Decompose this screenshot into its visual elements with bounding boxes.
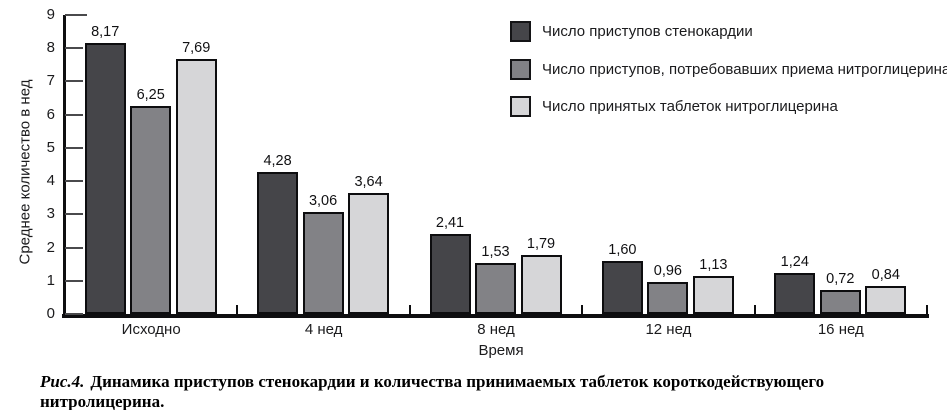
y-tick-6 bbox=[65, 113, 83, 116]
category-label-2: 4 нед bbox=[304, 321, 343, 338]
bar-value-series3-group2: 3,64 bbox=[354, 174, 383, 191]
x-axis-line bbox=[62, 314, 929, 318]
y-tick-4 bbox=[65, 180, 83, 183]
bar-value-series2-group1: 6,25 bbox=[136, 87, 165, 104]
y-tick-5 bbox=[65, 146, 83, 149]
x-axis-title: Время bbox=[478, 342, 524, 359]
legend-label-tablets: Число принятых таблеток нитроглицерина bbox=[542, 98, 838, 115]
y-tick-0 bbox=[65, 313, 83, 315]
y-tick-label-2: 2 bbox=[46, 238, 55, 256]
category-label-4: 12 нед bbox=[645, 321, 692, 338]
legend-item-attacks-nitro: Число приступов, потребовавших приема ни… bbox=[510, 58, 947, 80]
y-tick-8 bbox=[65, 47, 83, 50]
y-tick-9 bbox=[65, 14, 87, 16]
legend-label-attacks: Число приступов стенокардии bbox=[542, 23, 753, 40]
bar-value-series2-group2: 3,06 bbox=[308, 193, 338, 210]
bar-series2-group2 bbox=[302, 212, 344, 314]
category-label-1: Исходно bbox=[121, 321, 181, 338]
bar-series3-group3 bbox=[520, 254, 562, 314]
y-tick-label-8: 8 bbox=[46, 39, 55, 57]
legend-swatch-medium bbox=[510, 58, 531, 80]
category-label-3: 8 нед bbox=[477, 321, 515, 338]
x-boundary-tick-5 bbox=[926, 305, 928, 314]
bar-value-series1-group5: 1,24 bbox=[780, 253, 809, 270]
bar-series3-group5 bbox=[865, 286, 907, 314]
legend: Число приступов стенокардии Число присту… bbox=[510, 21, 947, 134]
y-tick-label-4: 4 bbox=[46, 172, 55, 190]
bar-series1-group4 bbox=[601, 260, 643, 314]
y-tick-7 bbox=[65, 80, 83, 83]
y-tick-1 bbox=[65, 279, 83, 282]
bar-value-series2-group4: 0,96 bbox=[653, 263, 682, 280]
legend-label-attacks-nitro: Число приступов, потребовавших приема ни… bbox=[542, 60, 947, 78]
y-tick-label-5: 5 bbox=[46, 138, 55, 156]
bar-series2-group3 bbox=[475, 263, 516, 314]
y-tick-label-9: 9 bbox=[46, 6, 55, 23]
bar-series2-group1 bbox=[130, 106, 172, 314]
figure-caption: Рис.4. Динамика приступов стенокардии и к… bbox=[40, 372, 940, 410]
bar-value-series1-group1: 8,17 bbox=[91, 23, 120, 40]
y-tick-label-1: 1 bbox=[46, 271, 55, 289]
bar-value-series3-group3: 1,79 bbox=[526, 235, 556, 252]
bar-value-series3-group4: 1,13 bbox=[699, 257, 728, 274]
bar-series1-group2 bbox=[257, 171, 299, 314]
legend-item-tablets: Число принятых таблеток нитроглицерина bbox=[510, 96, 947, 117]
y-tick-2 bbox=[65, 246, 83, 249]
category-label-5: 16 нед bbox=[817, 321, 864, 338]
x-boundary-tick-1 bbox=[236, 305, 239, 314]
bar-value-series1-group2: 4,28 bbox=[263, 152, 292, 169]
y-axis-line bbox=[63, 15, 66, 318]
legend-swatch-dark bbox=[510, 21, 531, 42]
bar-series3-group1 bbox=[175, 58, 217, 314]
x-boundary-tick-4 bbox=[753, 305, 756, 314]
bar-series1-group1 bbox=[84, 42, 126, 314]
caption-number: Рис.4. bbox=[40, 372, 85, 391]
bar-series3-group2 bbox=[348, 193, 390, 314]
bar-series1-group5 bbox=[774, 272, 816, 314]
legend-item-attacks: Число приступов стенокардии bbox=[510, 21, 947, 42]
bar-series3-group4 bbox=[692, 276, 734, 314]
bar-value-series2-group5: 0,72 bbox=[826, 271, 855, 288]
x-boundary-tick-3 bbox=[581, 305, 584, 314]
bar-value-series1-group3: 2,41 bbox=[435, 214, 465, 231]
bar-value-series1-group4: 1,60 bbox=[608, 241, 637, 258]
y-tick-label-6: 6 bbox=[46, 105, 55, 123]
y-tick-label-0: 0 bbox=[46, 305, 55, 322]
x-boundary-tick-2 bbox=[408, 305, 411, 314]
bar-value-series2-group3: 1,53 bbox=[481, 244, 510, 261]
bar-value-series3-group1: 7,69 bbox=[182, 39, 211, 56]
y-tick-label-3: 3 bbox=[46, 205, 55, 223]
y-tick-3 bbox=[65, 213, 83, 216]
bar-series2-group4 bbox=[647, 282, 689, 314]
bar-series2-group5 bbox=[819, 290, 861, 314]
legend-swatch-light bbox=[510, 96, 531, 117]
y-tick-label-7: 7 bbox=[46, 72, 55, 90]
bar-value-series3-group5: 0,84 bbox=[871, 267, 900, 284]
caption-text: Динамика приступов стенокардии и количес… bbox=[40, 372, 825, 410]
bar-series1-group3 bbox=[429, 233, 471, 314]
